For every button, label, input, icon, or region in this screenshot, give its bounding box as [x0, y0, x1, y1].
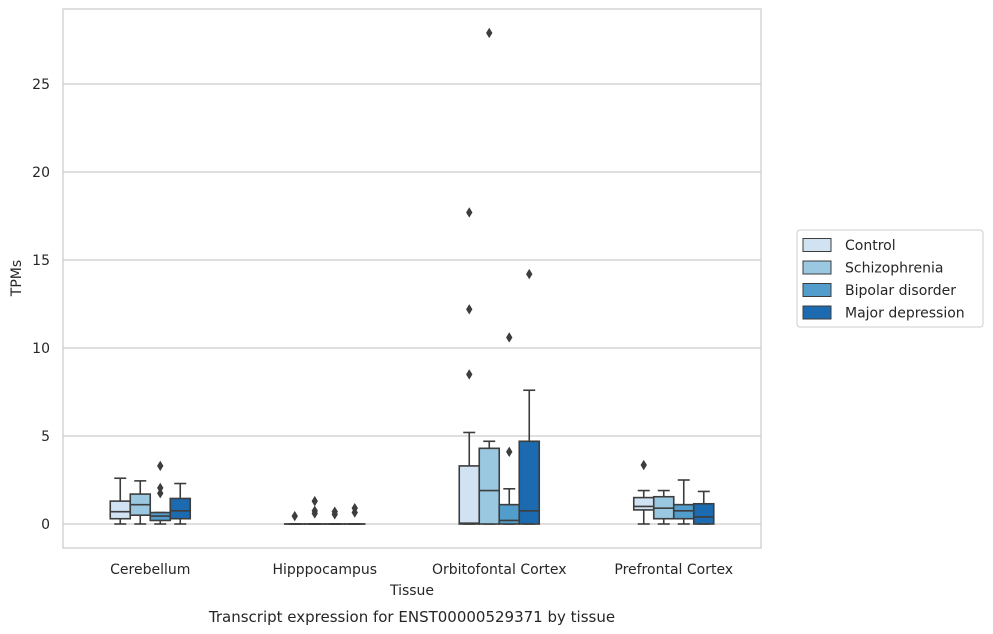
flier-point	[311, 495, 318, 507]
box-bipolar-disorder	[498, 332, 521, 525]
flier-point	[351, 502, 358, 514]
box-major-depression	[343, 502, 366, 525]
box-bipolar-disorder	[149, 460, 172, 525]
box-major-depression	[169, 482, 192, 525]
legend-swatch	[802, 238, 832, 252]
box-iqr	[109, 500, 132, 520]
flier-point	[466, 304, 473, 315]
flier-point	[466, 207, 473, 218]
box-iqr	[458, 465, 481, 525]
x-axis-label: Tissue	[389, 583, 434, 599]
box-control	[632, 459, 655, 525]
box-iqr	[518, 440, 541, 525]
legend-label: Schizophrenia	[845, 261, 943, 277]
flier-point	[157, 488, 164, 499]
box-control	[109, 477, 132, 525]
box-iqr	[169, 497, 192, 520]
flier-point	[506, 446, 513, 458]
legend-swatch	[802, 260, 832, 275]
x-tick-label: Cerebellum	[110, 562, 190, 578]
y-tick-label: 0	[41, 517, 50, 533]
legend-label: Major depression	[845, 306, 965, 322]
flier-point	[157, 482, 164, 494]
legend: Control Schizophrenia Bipolar disorder Majo…	[796, 229, 984, 328]
box-control	[283, 510, 306, 525]
y-axis-label: TPMs	[9, 260, 25, 297]
y-tick-label: 5	[41, 429, 50, 445]
boxes	[109, 27, 715, 525]
legend-frame	[796, 229, 984, 328]
box-iqr	[632, 496, 655, 511]
box-bipolar-disorder	[672, 479, 695, 525]
legend-label: Bipolar disorder	[845, 283, 956, 299]
flier-point	[506, 332, 513, 343]
flier-point	[526, 268, 533, 280]
legend-label: Control	[845, 238, 896, 254]
box-major-depression	[518, 268, 541, 525]
plot-frame	[62, 8, 762, 549]
x-tick-label: Prefrontal Cortex	[614, 562, 733, 578]
x-tick-label: Hipppocampus	[272, 562, 377, 578]
chart-title: Transcript expression for ENST0000052937…	[208, 608, 615, 626]
y-tick-label: 10	[32, 341, 50, 357]
flier-point	[466, 369, 473, 380]
legend-swatch	[802, 283, 832, 297]
box-control	[458, 207, 481, 525]
y-tick-label: 15	[32, 253, 50, 269]
box-schizophrenia	[303, 495, 326, 525]
flier-point	[311, 505, 318, 516]
y-ticks: 0 5 10 15 20 25	[32, 77, 50, 533]
x-ticks: Cerebellum Hipppocampus Orbitofontal Corte…	[110, 562, 733, 578]
box-iqr	[692, 502, 715, 525]
flier-point	[291, 510, 298, 522]
box-major-depression	[692, 490, 715, 525]
box-iqr	[478, 447, 501, 525]
flier-point	[640, 459, 647, 471]
box-iqr	[672, 503, 695, 520]
flier-point	[331, 506, 338, 517]
y-tick-label: 25	[32, 77, 50, 93]
legend-swatch	[802, 305, 832, 320]
flier-point	[486, 27, 493, 39]
x-tick-label: Orbitofontal Cortex	[432, 562, 567, 578]
box-schizophrenia	[478, 27, 501, 525]
box-bipolar-disorder	[323, 506, 346, 525]
gridlines	[63, 83, 761, 525]
y-tick-label: 20	[32, 165, 50, 181]
box-schizophrenia	[652, 489, 675, 525]
flier-point	[157, 460, 164, 472]
box-schizophrenia	[129, 480, 152, 525]
